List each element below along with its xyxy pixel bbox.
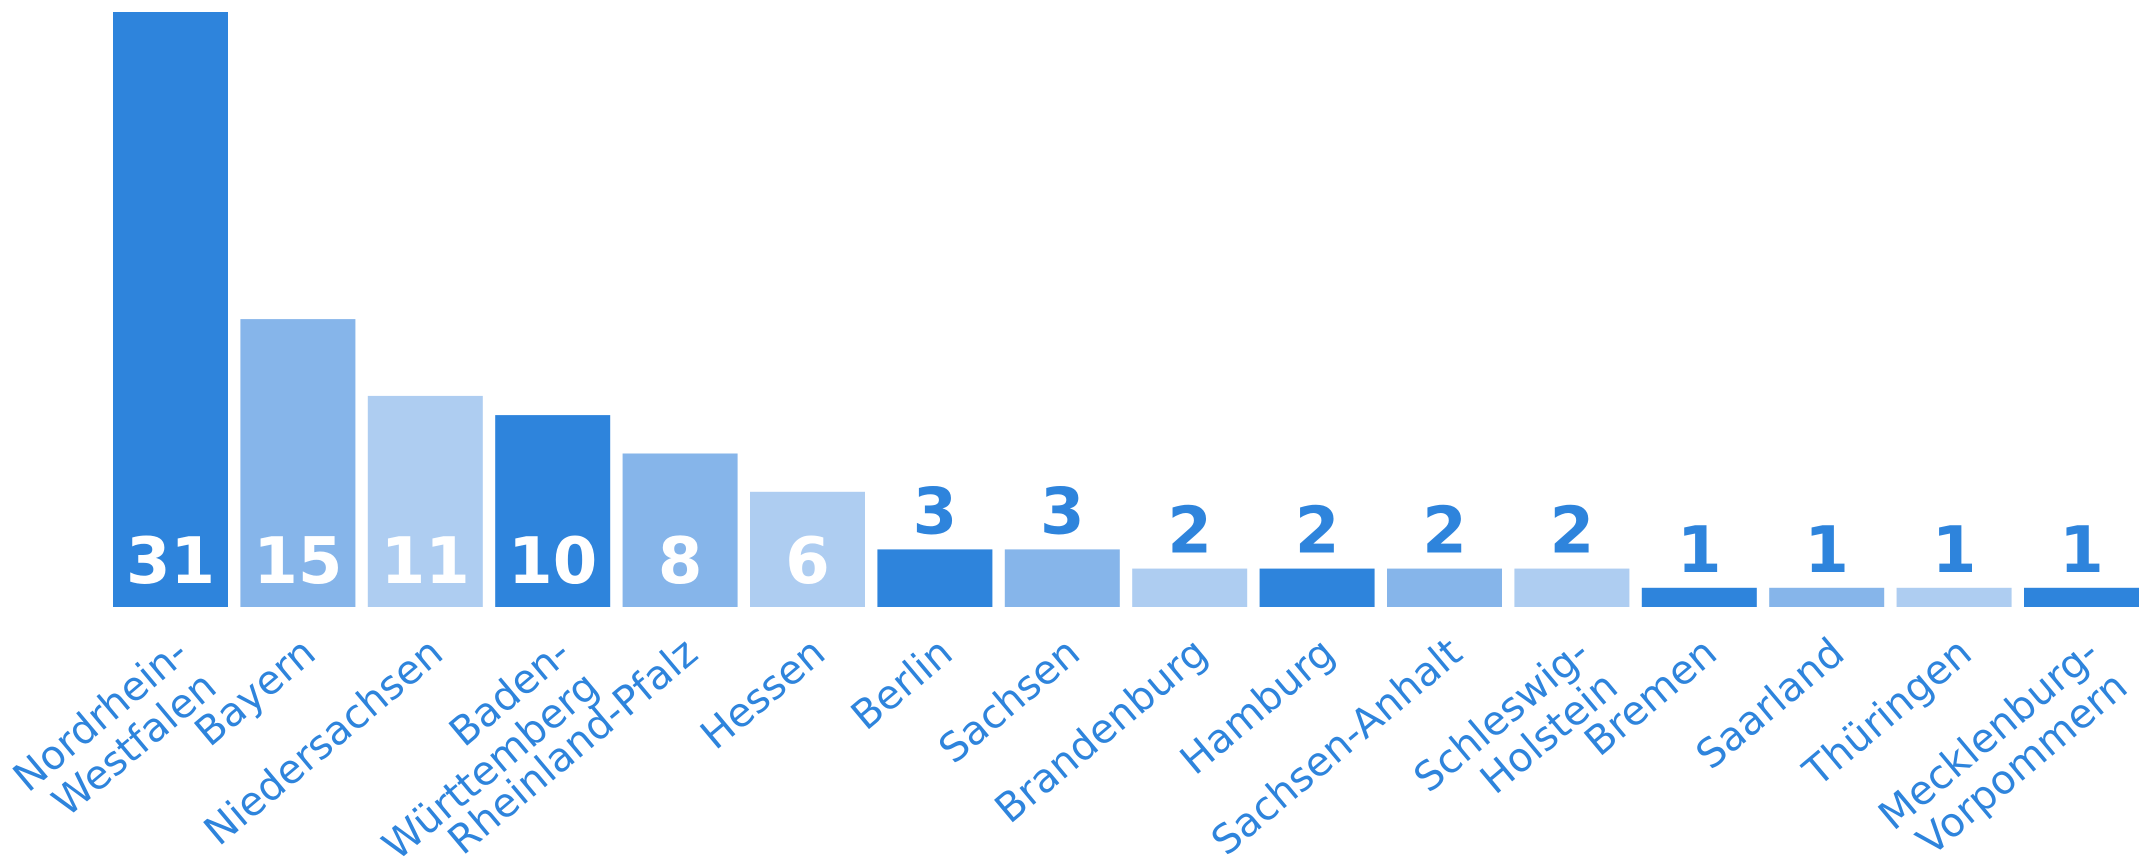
value-label-schleswig-holstein: 2 — [1550, 495, 1595, 569]
value-label-mecklenburg-vorpommern: 1 — [2059, 514, 2104, 588]
value-label-bremen: 1 — [1677, 514, 1722, 588]
category-labels-group: Nordrhein-WestfalenBayernNiedersachsenBa… — [5, 629, 2136, 859]
bar-sachsen — [1004, 549, 1120, 607]
bar-saarland — [1769, 587, 1885, 607]
category-label-nordrhein-westfalen: Nordrhein-Westfalen — [5, 629, 225, 834]
value-labels-group: 31 15 11 10 8 63 3 2 2 2 2 1 1 1 1 — [126, 475, 2104, 599]
bar-hessen — [750, 491, 865, 607]
bar-baden-wuerttemberg — [495, 415, 611, 607]
value-label-brandenburg: 2 — [1167, 495, 1212, 569]
category-label-berlin: Berlin — [843, 629, 961, 739]
bar-thueringen — [1896, 587, 2012, 607]
value-label-thueringen: 1 — [1932, 514, 1977, 588]
value-label-berlin: 3 — [913, 475, 958, 549]
value-label-sachsen: 3 — [1040, 475, 1085, 549]
value-label-saarland: 1 — [1804, 514, 1849, 588]
bar-nordrhein-westfalen — [113, 12, 228, 607]
category-label-brandenburg: Brandenburg — [987, 629, 1216, 832]
bars-group — [113, 12, 2139, 607]
value-label-bayern: 15 — [253, 525, 342, 599]
value-label-sachsen-anhalt: 2 — [1422, 495, 1467, 569]
bar-niedersachsen — [367, 395, 483, 607]
bar-bayern — [240, 319, 356, 607]
bar-schleswig-holstein — [1514, 568, 1630, 607]
value-label-baden-wuerttemberg: 10 — [508, 525, 597, 599]
category-label-line: Berlin — [843, 629, 961, 739]
bar-rheinland-pfalz — [622, 453, 738, 607]
value-label-rheinland-pfalz: 8 — [658, 525, 703, 599]
bar-sachsen-anhalt — [1387, 568, 1502, 607]
bar-berlin — [877, 549, 993, 607]
category-label-line: Brandenburg — [987, 629, 1216, 832]
category-label-hessen: Hessen — [692, 629, 834, 758]
bar-brandenburg — [1132, 568, 1248, 607]
bar-mecklenburg-vorpommern — [2024, 587, 2139, 607]
bar-hamburg — [1259, 568, 1375, 607]
value-label-niedersachsen: 11 — [381, 525, 470, 599]
value-label-hamburg: 2 — [1295, 495, 1340, 569]
bar-bremen — [1641, 587, 1757, 607]
value-label-hessen: 6 — [785, 525, 830, 599]
category-label-line: Hessen — [692, 629, 834, 758]
value-label-nordrhein-westfalen: 31 — [126, 525, 215, 599]
